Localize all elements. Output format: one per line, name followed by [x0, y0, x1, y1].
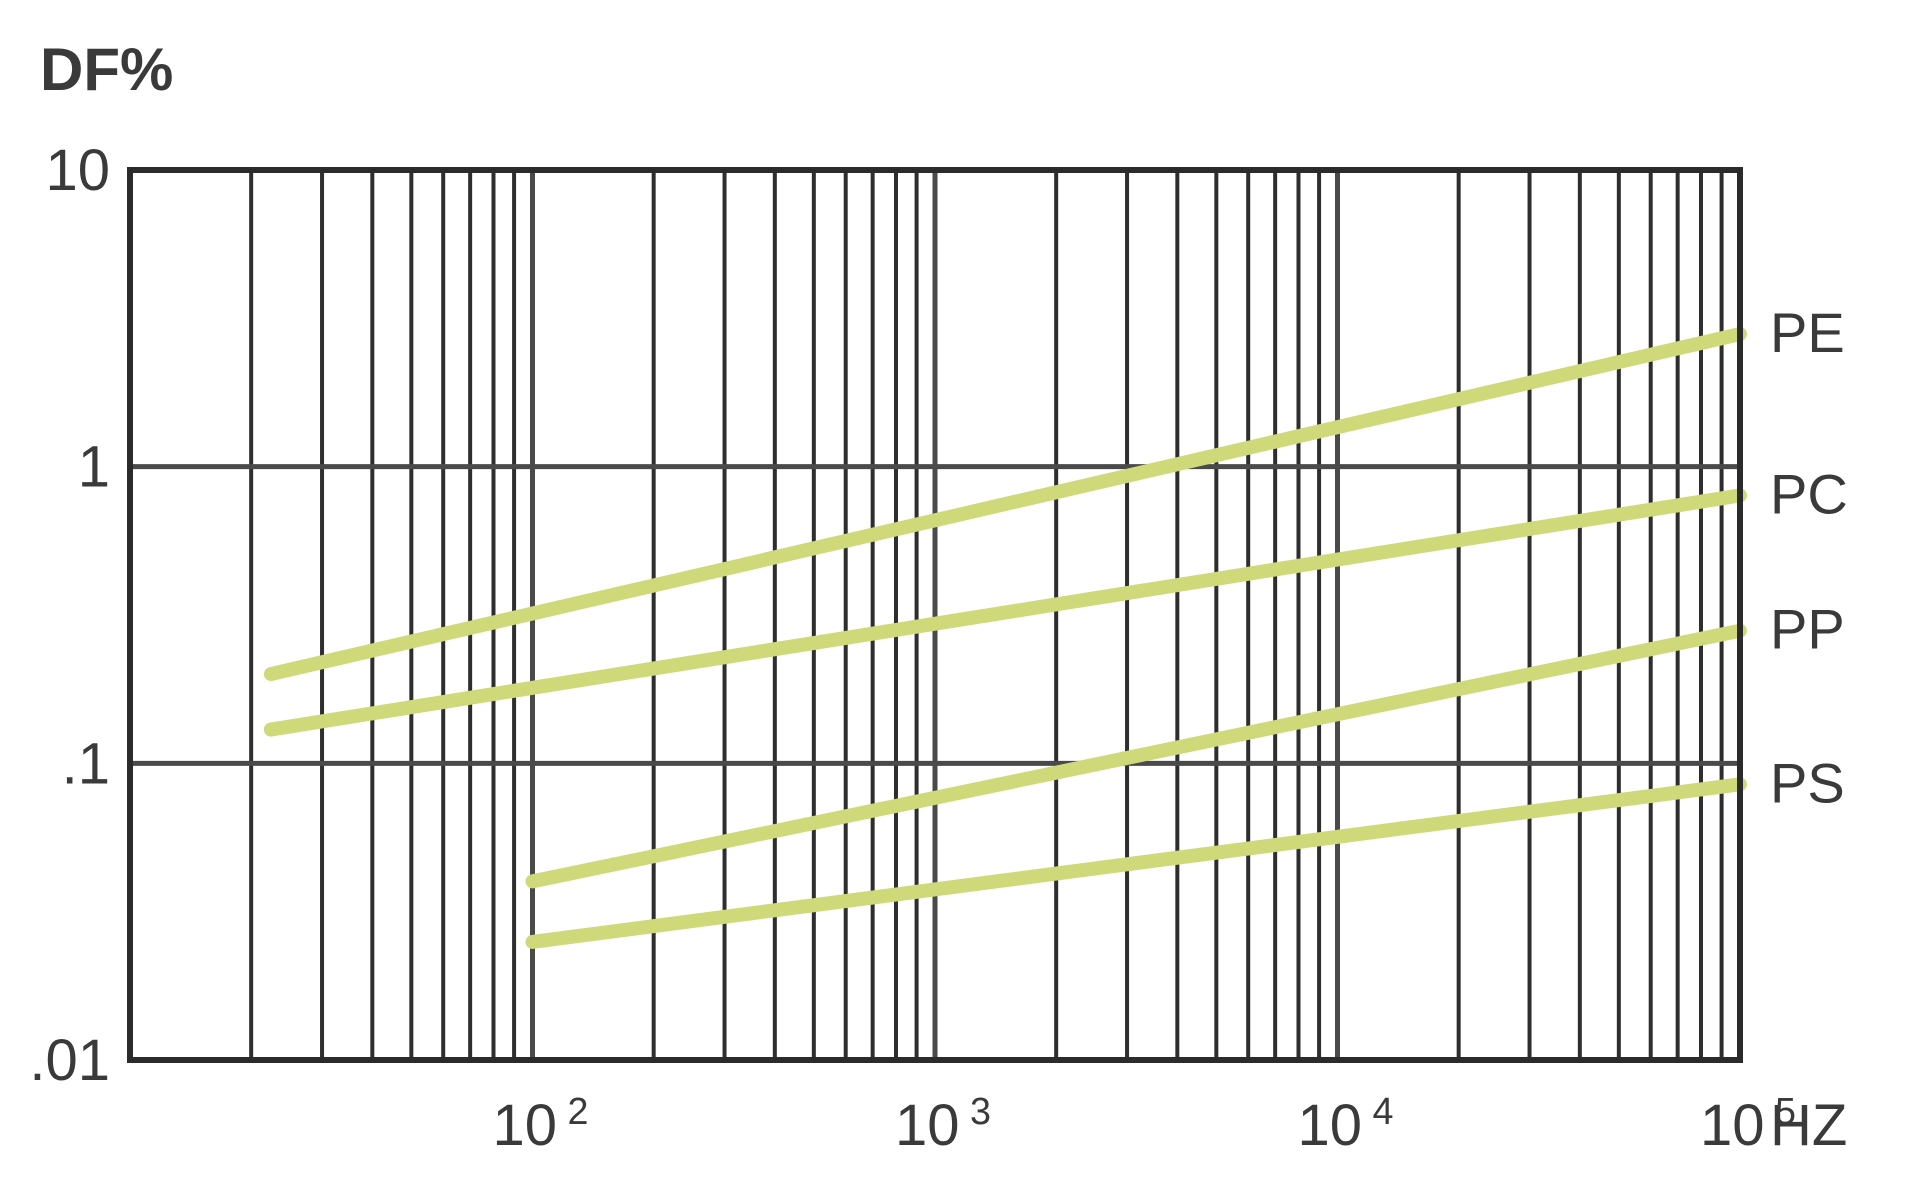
y-tick-label: .01 [29, 1028, 110, 1093]
x-axis-label: HZ [1770, 1093, 1847, 1158]
series-label-pe: PE [1770, 301, 1845, 364]
y-tick-label: .1 [62, 731, 110, 796]
df-vs-frequency-chart: DF%101.1.0110 210 310 410 5HZPEPCPPPS [0, 0, 1920, 1202]
series-label-pc: PC [1770, 462, 1848, 525]
y-tick-label: 10 [45, 138, 110, 203]
series-label-ps: PS [1770, 751, 1845, 814]
y-tick-label: 1 [78, 435, 110, 500]
chart-svg: DF%101.1.0110 210 310 410 5HZPEPCPPPS [0, 0, 1920, 1202]
series-label-pp: PP [1770, 598, 1845, 661]
y-axis-title: DF% [40, 36, 173, 103]
